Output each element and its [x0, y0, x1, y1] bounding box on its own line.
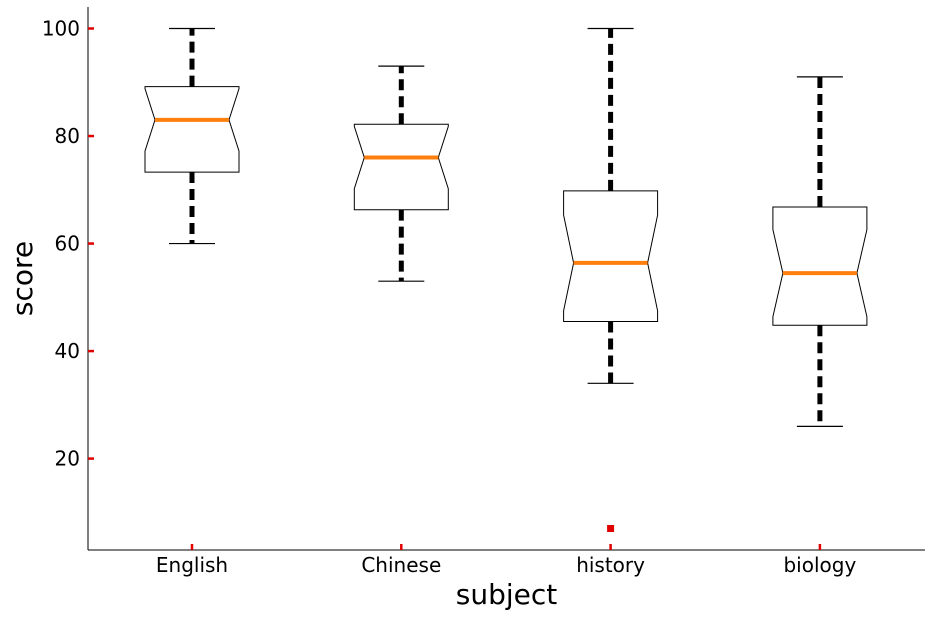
box — [144, 86, 240, 173]
x-axis-ticks: English Chinese history biology — [156, 544, 856, 577]
y-tick-label: 20 — [55, 447, 80, 471]
x-tick-label: Chinese — [361, 553, 441, 577]
outlier-point — [607, 524, 615, 532]
y-tick-label: 60 — [55, 232, 80, 256]
x-axis-title: subject — [456, 578, 558, 611]
x-tick-label: biology — [783, 553, 856, 577]
y-tick-label: 100 — [42, 17, 80, 41]
box — [563, 190, 659, 322]
x-tick-label: history — [576, 553, 645, 577]
box — [772, 206, 868, 326]
y-tick-label: 80 — [55, 124, 80, 148]
y-tick-label: 40 — [55, 339, 80, 363]
y-axis-ticks: 20 40 60 80 100 — [42, 17, 94, 471]
box-group-English — [144, 27, 240, 245]
y-axis-title: score — [6, 241, 39, 316]
plot-area — [144, 27, 868, 532]
box-group-biology — [772, 76, 868, 427]
box — [353, 123, 449, 211]
box-group-Chinese — [353, 65, 449, 282]
x-tick-label: English — [156, 553, 228, 577]
box-group-history — [563, 27, 659, 532]
